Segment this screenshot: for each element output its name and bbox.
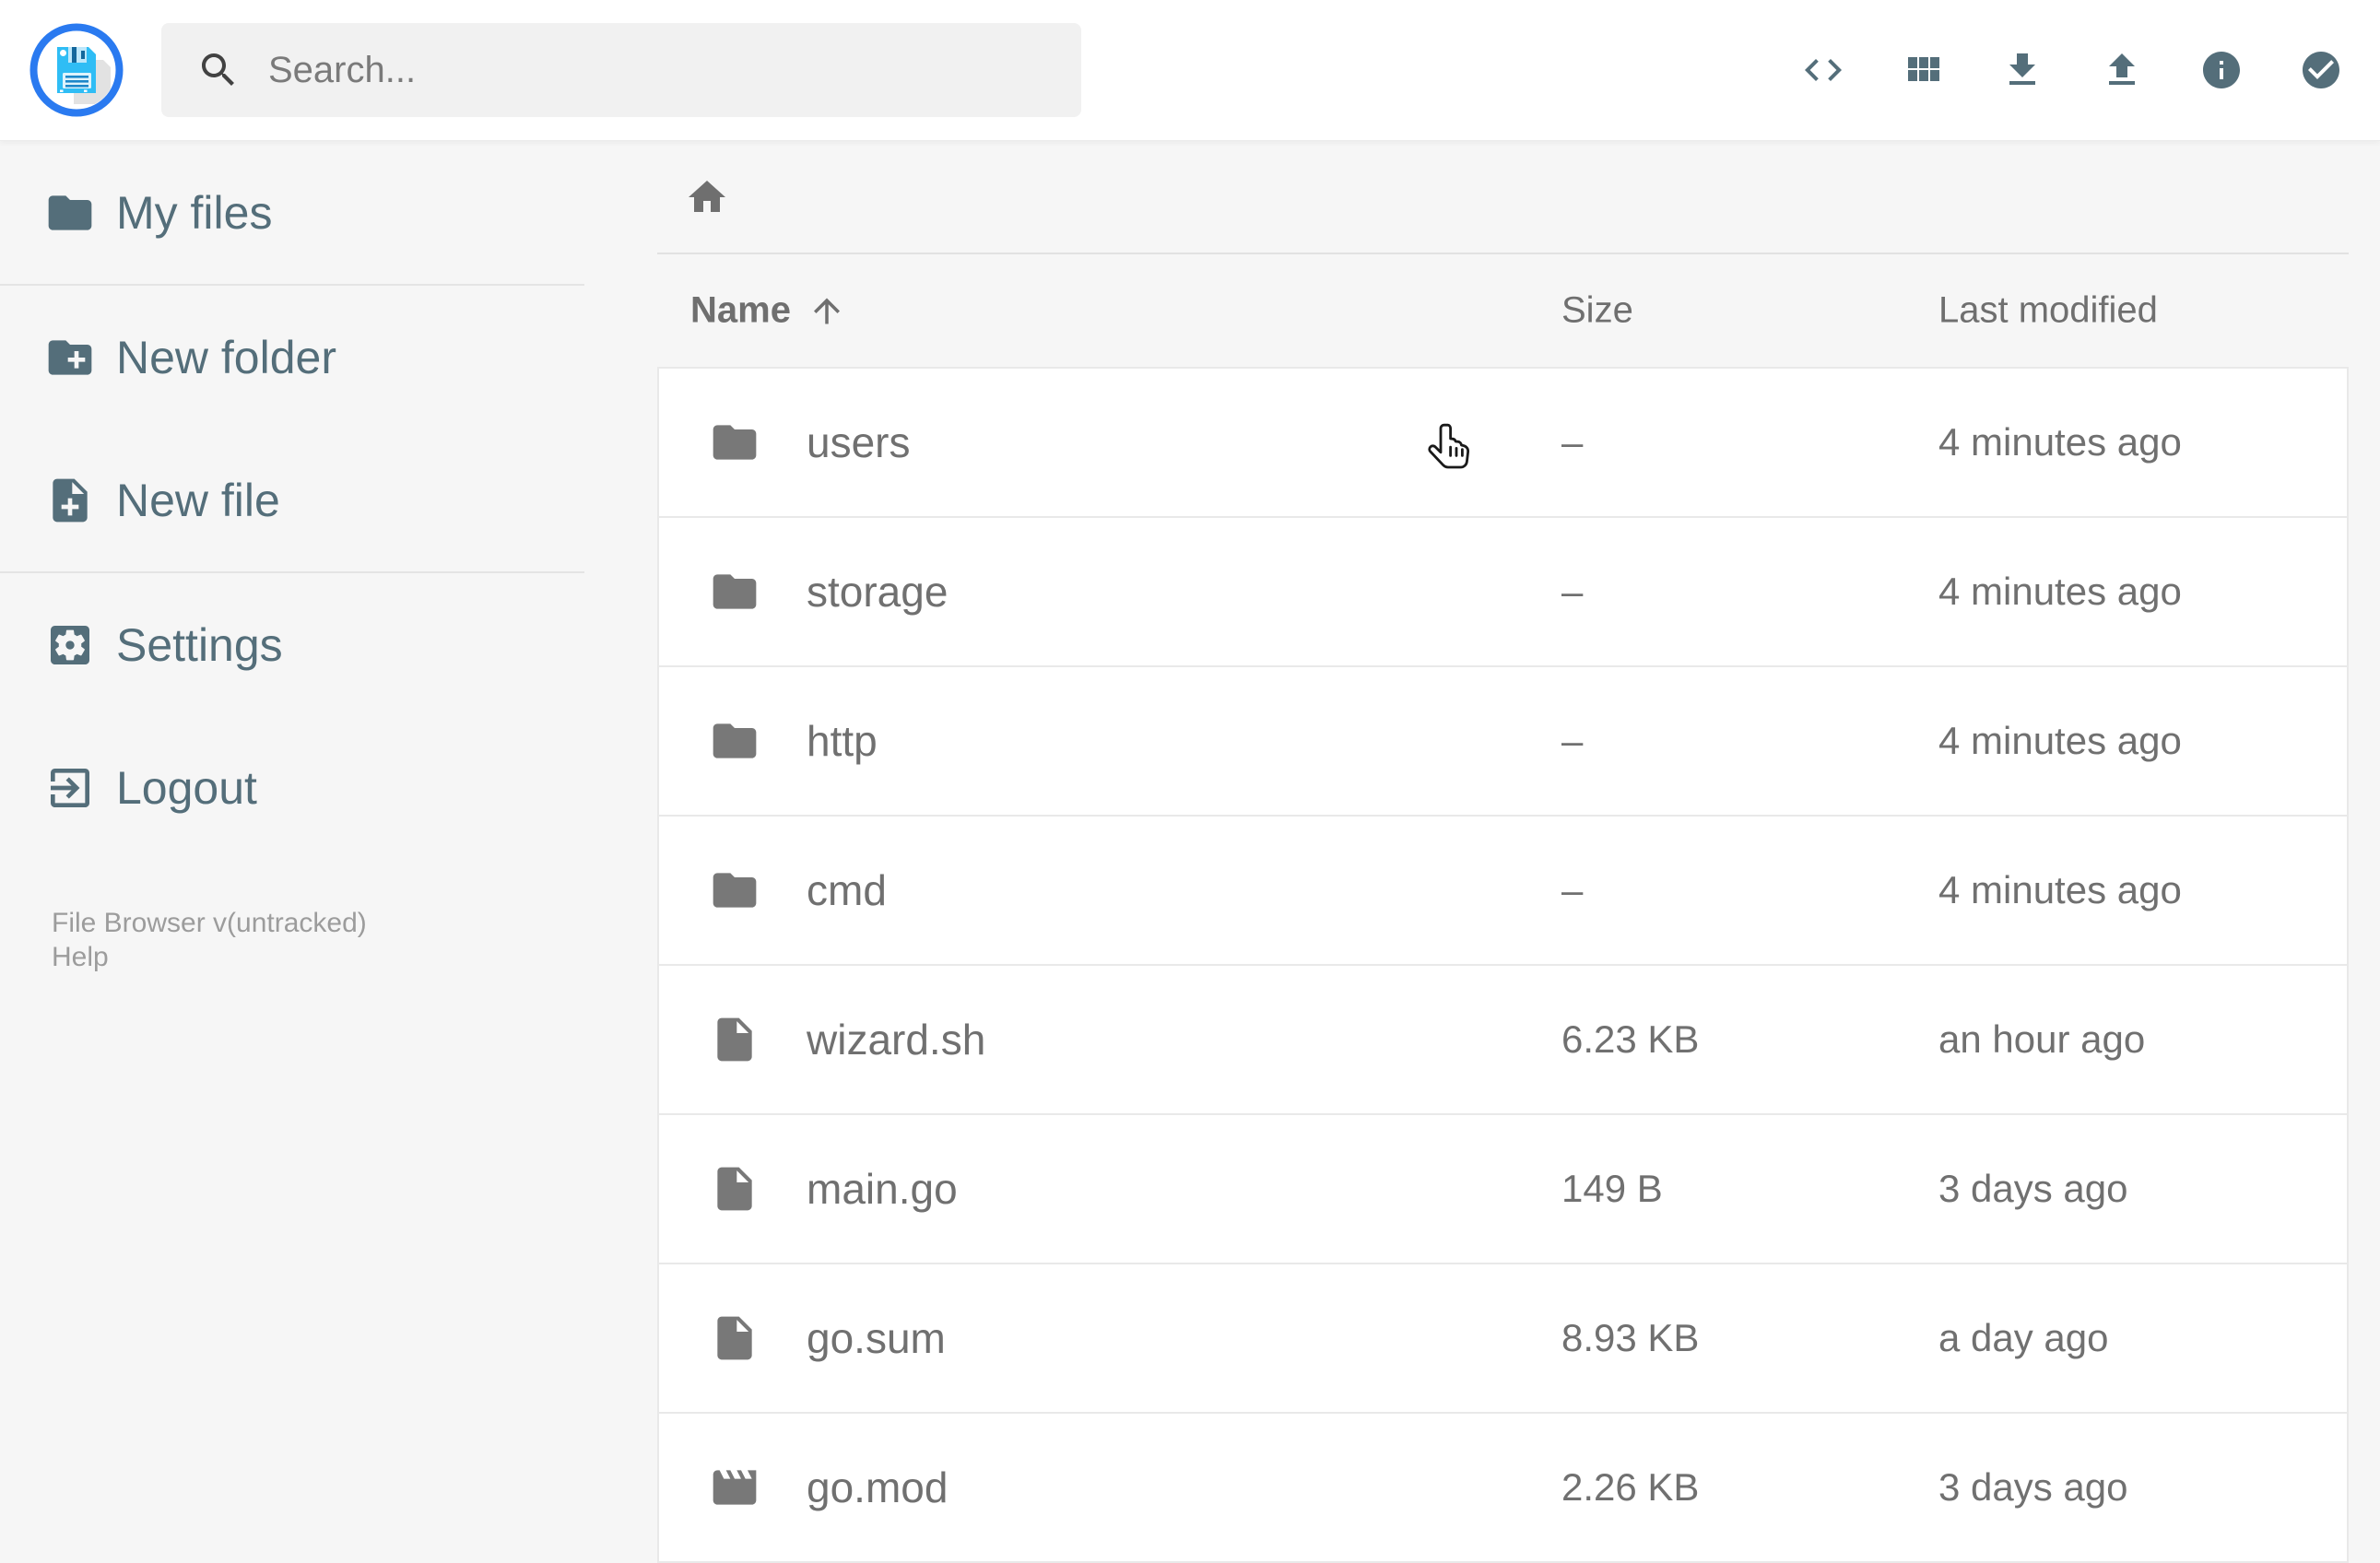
breadcrumb	[657, 141, 2349, 254]
movie-icon	[709, 1462, 760, 1513]
folder-icon	[709, 566, 760, 617]
file-listing-pane: Name Size Last modified users – 4 minute…	[657, 141, 2349, 1563]
file-size: 149 B	[1561, 1167, 1663, 1210]
shell-button[interactable]	[1801, 48, 1845, 92]
sidebar-item-logout[interactable]: Logout	[0, 716, 584, 859]
app-logo[interactable]	[29, 23, 124, 117]
file-modified: 4 minutes ago	[1938, 570, 2182, 613]
logout-icon	[44, 762, 96, 814]
search-input[interactable]	[268, 42, 1081, 98]
column-header-name: Name	[690, 289, 791, 331]
file-size: –	[1561, 868, 1584, 911]
sidebar-credits: File Browser v(untracked) Help	[52, 906, 367, 974]
sidebar-divider	[0, 571, 584, 573]
file-icon	[709, 1312, 760, 1364]
sidebar-item-label: Logout	[116, 761, 257, 814]
search-icon	[196, 48, 241, 92]
folder-icon	[709, 864, 760, 916]
sidebar-item-new-file[interactable]: New file	[0, 429, 584, 571]
file-name: http	[807, 717, 878, 765]
listing-column-headers: Name Size Last modified	[657, 254, 2349, 367]
file-modified: 4 minutes ago	[1938, 719, 2182, 762]
sidebar-item-label: My files	[116, 186, 273, 239]
file-modified: 4 minutes ago	[1938, 420, 2182, 464]
file-listing: users – 4 minutes ago storage – 4 minute…	[657, 367, 2349, 1563]
file-modified: 3 days ago	[1938, 1167, 2128, 1210]
sidebar-item-my-files[interactable]: My files	[0, 141, 584, 284]
sidebar-item-label: New file	[116, 474, 280, 526]
upload-button[interactable]	[2100, 48, 2144, 92]
new-folder-icon	[44, 332, 96, 383]
file-icon	[709, 1163, 760, 1215]
file-row-users[interactable]: users – 4 minutes ago	[659, 369, 2347, 516]
sidebar-item-settings[interactable]: Settings	[0, 573, 584, 716]
file-row-wizard.sh[interactable]: wizard.sh 6.23 KB an hour ago	[659, 966, 2347, 1113]
download-icon	[2000, 48, 2044, 92]
check-circle-icon	[2299, 48, 2343, 92]
file-modified: 3 days ago	[1938, 1465, 2128, 1509]
search-bar[interactable]	[161, 23, 1081, 117]
file-modified: 4 minutes ago	[1938, 868, 2182, 911]
select-multiple-button[interactable]	[2299, 48, 2343, 92]
file-size: –	[1561, 420, 1584, 464]
version-link[interactable]: File Browser v(untracked)	[52, 908, 367, 938]
sidebar-divider	[0, 284, 584, 286]
file-row-main.go[interactable]: main.go 149 B 3 days ago	[659, 1115, 2347, 1263]
file-name: main.go	[807, 1165, 958, 1213]
switch-view-button[interactable]	[1901, 48, 1945, 92]
file-size: 2.26 KB	[1561, 1465, 1700, 1509]
new-file-icon	[44, 475, 96, 526]
sort-by-size-button[interactable]: Size	[1561, 290, 1633, 332]
header-actions	[1801, 48, 2343, 92]
upload-icon	[2100, 48, 2144, 92]
column-header-size: Size	[1561, 289, 1633, 331]
info-icon	[2199, 48, 2244, 92]
help-link[interactable]: Help	[52, 942, 109, 972]
sort-ascending-arrow-up-icon	[807, 291, 846, 330]
grid-view-icon	[1901, 48, 1945, 92]
file-name: wizard.sh	[807, 1016, 986, 1064]
sidebar-item-new-folder[interactable]: New folder	[0, 286, 584, 429]
file-name: go.mod	[807, 1463, 948, 1511]
download-button[interactable]	[2000, 48, 2044, 92]
folder-icon	[709, 715, 760, 767]
file-row-http[interactable]: http – 4 minutes ago	[659, 667, 2347, 815]
settings-icon	[44, 619, 96, 671]
file-size: –	[1561, 570, 1584, 613]
file-row-storage[interactable]: storage – 4 minutes ago	[659, 518, 2347, 665]
column-header-modified: Last modified	[1938, 289, 2158, 331]
sidebar-item-label: Settings	[116, 618, 283, 671]
app-header	[0, 0, 2380, 141]
folder-icon	[709, 417, 760, 468]
file-name: cmd	[807, 866, 887, 914]
file-row-go.sum[interactable]: go.sum 8.93 KB a day ago	[659, 1264, 2347, 1412]
info-button[interactable]	[2199, 48, 2244, 92]
breadcrumb-home-button[interactable]	[685, 175, 729, 219]
sort-by-modified-button[interactable]: Last modified	[1938, 290, 2158, 332]
file-size: –	[1561, 719, 1584, 762]
file-modified: a day ago	[1938, 1316, 2109, 1359]
folder-icon	[44, 187, 96, 239]
file-size: 6.23 KB	[1561, 1017, 1700, 1061]
floppy-disk-logo-icon	[29, 23, 124, 117]
code-icon	[1801, 48, 1845, 92]
file-modified: an hour ago	[1938, 1017, 2146, 1061]
home-icon	[685, 175, 729, 219]
sort-by-name-button[interactable]: Name	[690, 290, 846, 332]
file-size: 8.93 KB	[1561, 1316, 1700, 1359]
file-name: storage	[807, 568, 948, 616]
sidebar-item-label: New folder	[116, 331, 336, 383]
sidebar: My files New folder New file Settings Lo…	[0, 141, 584, 1530]
file-name: go.sum	[807, 1314, 946, 1362]
file-row-cmd[interactable]: cmd – 4 minutes ago	[659, 817, 2347, 964]
file-icon	[709, 1014, 760, 1065]
file-row-go.mod[interactable]: go.mod 2.26 KB 3 days ago	[659, 1414, 2347, 1561]
file-name: users	[807, 418, 911, 466]
